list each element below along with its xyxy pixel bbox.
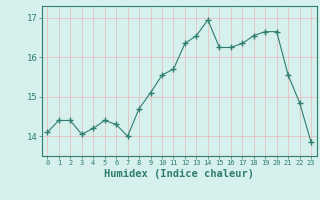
X-axis label: Humidex (Indice chaleur): Humidex (Indice chaleur) <box>104 169 254 179</box>
